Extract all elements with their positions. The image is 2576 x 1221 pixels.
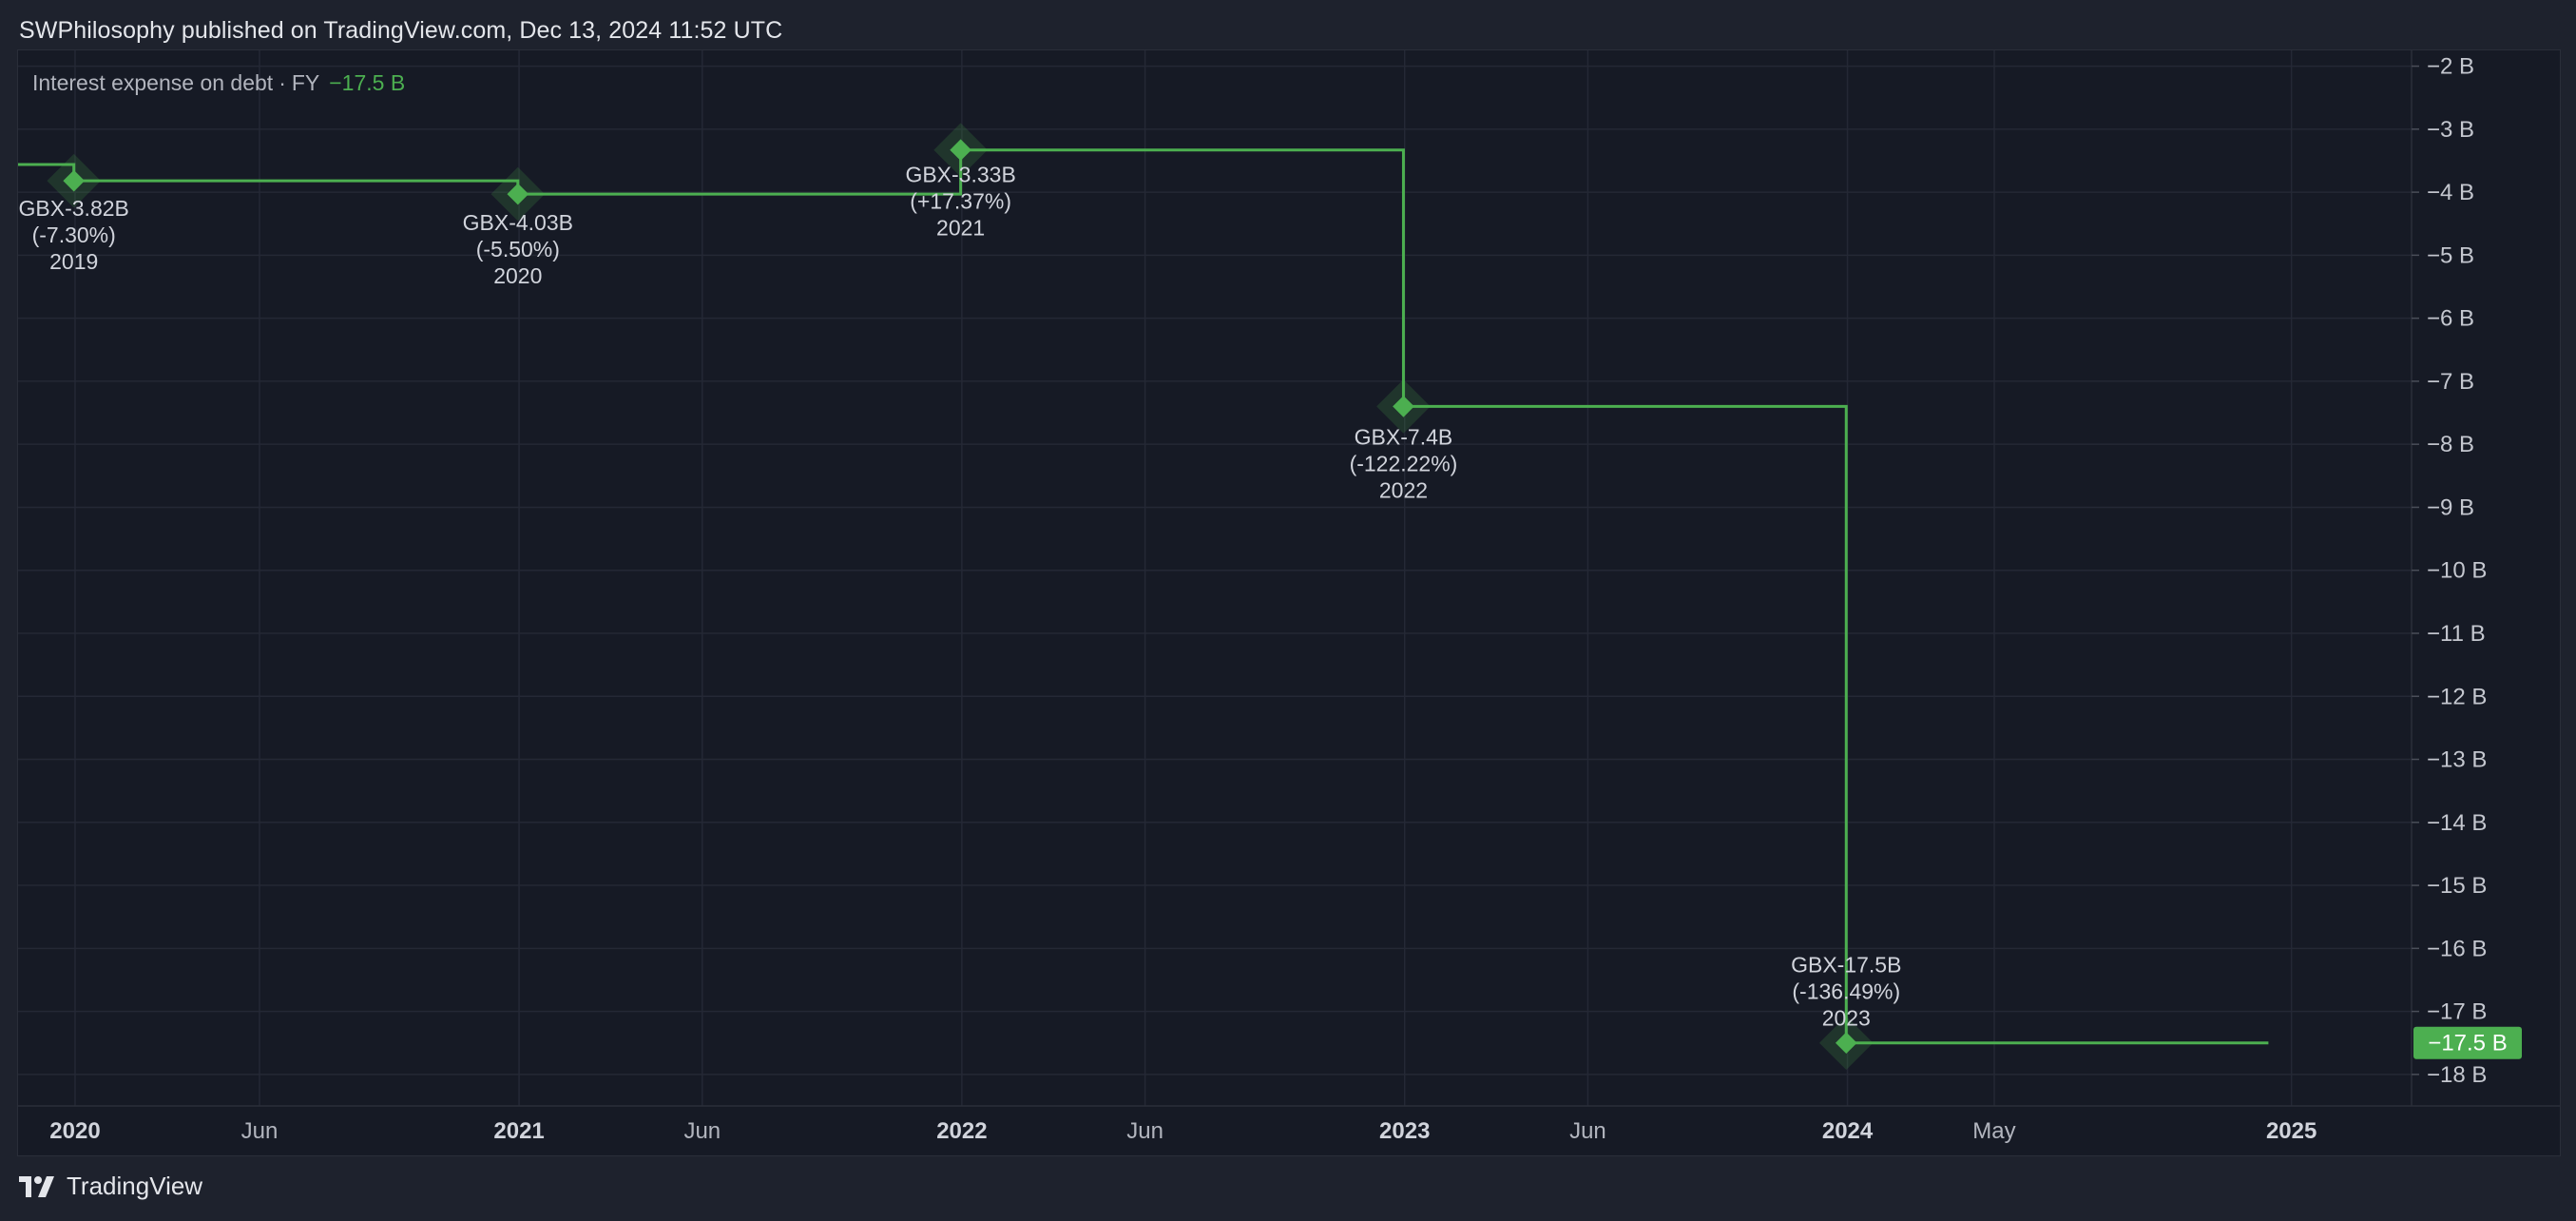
point-year-label: 2022 [1379, 477, 1428, 502]
point-change-label: (+17.37%) [910, 189, 1011, 214]
point-year-label: 2023 [1822, 1006, 1871, 1031]
point-value-label: GBX-3.82B [19, 196, 129, 221]
y-tick-label: −13 B [2427, 747, 2487, 773]
y-tick-label: −4 B [2427, 180, 2474, 205]
x-tick-label: 2022 [936, 1118, 987, 1144]
last-value-badge-label: −17.5 B [2428, 1031, 2507, 1056]
point-year-label: 2019 [49, 249, 98, 274]
tradingview-logo-icon[interactable] [19, 1174, 57, 1199]
point-change-label: (-7.30%) [32, 223, 116, 247]
y-tick-label: −16 B [2427, 936, 2487, 961]
legend-separator: · [279, 70, 286, 95]
point-value-label: GBX-7.4B [1355, 424, 1453, 449]
x-tick-label: 2020 [49, 1118, 100, 1144]
point-marker [1393, 396, 1414, 417]
x-tick-label: Jun [683, 1118, 721, 1144]
y-tick-label: −15 B [2427, 873, 2487, 899]
legend-title: Interest expense on debt [32, 70, 274, 95]
x-tick-label: 2025 [2266, 1118, 2316, 1144]
grid-lines [18, 50, 2412, 1106]
y-tick-label: −3 B [2427, 117, 2474, 143]
x-tick-label: Jun [1569, 1118, 1606, 1144]
point-value-label: GBX-3.33B [905, 163, 1015, 187]
y-tick-label: −7 B [2427, 369, 2474, 395]
footer: TradingView [19, 1172, 202, 1201]
y-tick-label: −8 B [2427, 432, 2474, 457]
x-tick-label: Jun [1126, 1118, 1163, 1144]
y-tick-label: −5 B [2427, 242, 2474, 268]
point-value-label: GBX-4.03B [463, 210, 573, 235]
point-marker [1835, 1032, 1857, 1055]
y-tick-label: −14 B [2427, 810, 2487, 836]
last-value-badge [2413, 1026, 2522, 1059]
point-change-label: (-5.50%) [476, 237, 560, 262]
y-tick-label: −17 B [2427, 999, 2487, 1025]
footer-brand[interactable]: TradingView [67, 1172, 203, 1200]
point-year-label: 2020 [493, 263, 542, 288]
series-line [18, 148, 2269, 1045]
publish-header: SWPhilosophy published on TradingView.co… [19, 17, 783, 44]
legend-period: FY [291, 70, 320, 95]
chart-legend: Interest expense on debt · FY −17.5 B [32, 70, 405, 96]
point-value-label: GBX-17.5B [1791, 953, 1901, 978]
point-marker [950, 139, 971, 162]
point-year-label: 2021 [936, 216, 985, 241]
y-tick-label: −6 B [2427, 306, 2474, 332]
chart-svg[interactable]: −2 B −3 B −4 B −5 B −6 B −7 B −8 B −9 B −10 B −11… [18, 50, 2560, 1155]
y-tick-label: −2 B [2427, 54, 2474, 80]
x-tick-label: 2021 [493, 1118, 544, 1144]
y-tick-label: −18 B [2427, 1062, 2487, 1088]
x-tick-label: 2024 [1822, 1118, 1874, 1144]
x-tick-label: Jun [241, 1118, 279, 1144]
y-tick-label: −12 B [2427, 684, 2487, 709]
point-change-label: (-136.49%) [1792, 979, 1900, 1004]
x-tick-label: May [1972, 1118, 2015, 1144]
y-tick-label: −9 B [2427, 494, 2474, 520]
y-tick-label: −10 B [2427, 558, 2487, 584]
legend-value: −17.5 B [329, 70, 406, 95]
x-tick-label: 2023 [1379, 1118, 1430, 1144]
y-tick-label: −11 B [2427, 621, 2486, 647]
chart-area[interactable]: −2 B −3 B −4 B −5 B −6 B −7 B −8 B −9 B −10 B −11… [17, 49, 2561, 1156]
point-change-label: (-122.22%) [1350, 451, 1458, 475]
